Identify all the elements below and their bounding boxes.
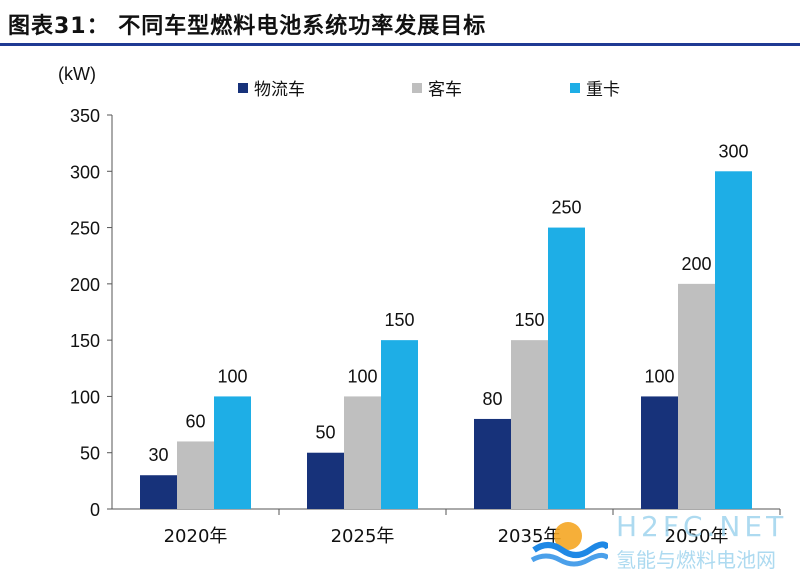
x-tick-label: 2020年 (164, 526, 228, 547)
data-label: 50 (315, 423, 335, 443)
legend-label: 客车 (428, 80, 462, 100)
watermark-subtitle: 氢能与燃料电池网 (616, 548, 776, 572)
data-label: 30 (148, 445, 168, 465)
y-tick-label: 100 (70, 387, 100, 407)
page-title: 图表31： 不同车型燃料电池系统功率发展目标 (8, 14, 487, 39)
y-tick-label: 0 (90, 500, 100, 520)
bar (715, 171, 752, 510)
data-label: 200 (681, 254, 711, 274)
watermark-brand: H2FC.NET (616, 510, 788, 543)
bar (678, 283, 715, 509)
legend-swatch (412, 83, 422, 93)
bar (511, 340, 548, 509)
watermark: H2FC.NET 氢能与燃料电池网 (528, 508, 798, 578)
data-label: 250 (551, 198, 581, 218)
h2fc-logo-icon (530, 522, 608, 567)
legend-label: 物流车 (254, 80, 305, 100)
bar (307, 452, 344, 509)
title-divider (0, 43, 800, 46)
y-axis-label: (kW) (58, 64, 96, 84)
bar (177, 441, 214, 509)
y-tick-label: 50 (80, 444, 100, 464)
data-label: 150 (514, 310, 544, 330)
y-tick-label: 250 (70, 219, 100, 239)
title-bar: 图表31： 不同车型燃料电池系统功率发展目标 (0, 0, 800, 46)
bar (548, 227, 585, 510)
y-tick-label: 150 (70, 331, 100, 351)
data-label: 300 (718, 141, 748, 161)
x-tick-label: 2025年 (331, 526, 395, 547)
legend-swatch (238, 83, 248, 93)
bar (381, 340, 418, 509)
data-label: 100 (644, 366, 674, 386)
data-label: 150 (384, 310, 414, 330)
legend-label: 重卡 (586, 80, 620, 100)
x-tick-label: 2035年 (498, 526, 562, 547)
bar (344, 396, 381, 509)
legend-swatch (570, 83, 580, 93)
y-tick-label: 300 (70, 162, 100, 182)
data-label: 80 (482, 389, 502, 409)
x-tick-label: 2050年 (665, 526, 729, 547)
data-label: 60 (185, 411, 205, 431)
data-label: 100 (217, 366, 247, 386)
bar (214, 396, 251, 509)
bar (474, 418, 511, 509)
data-label: 100 (347, 366, 377, 386)
bar (641, 396, 678, 509)
bar (140, 475, 177, 509)
y-tick-label: 200 (70, 275, 100, 295)
y-tick-label: 350 (70, 106, 100, 126)
